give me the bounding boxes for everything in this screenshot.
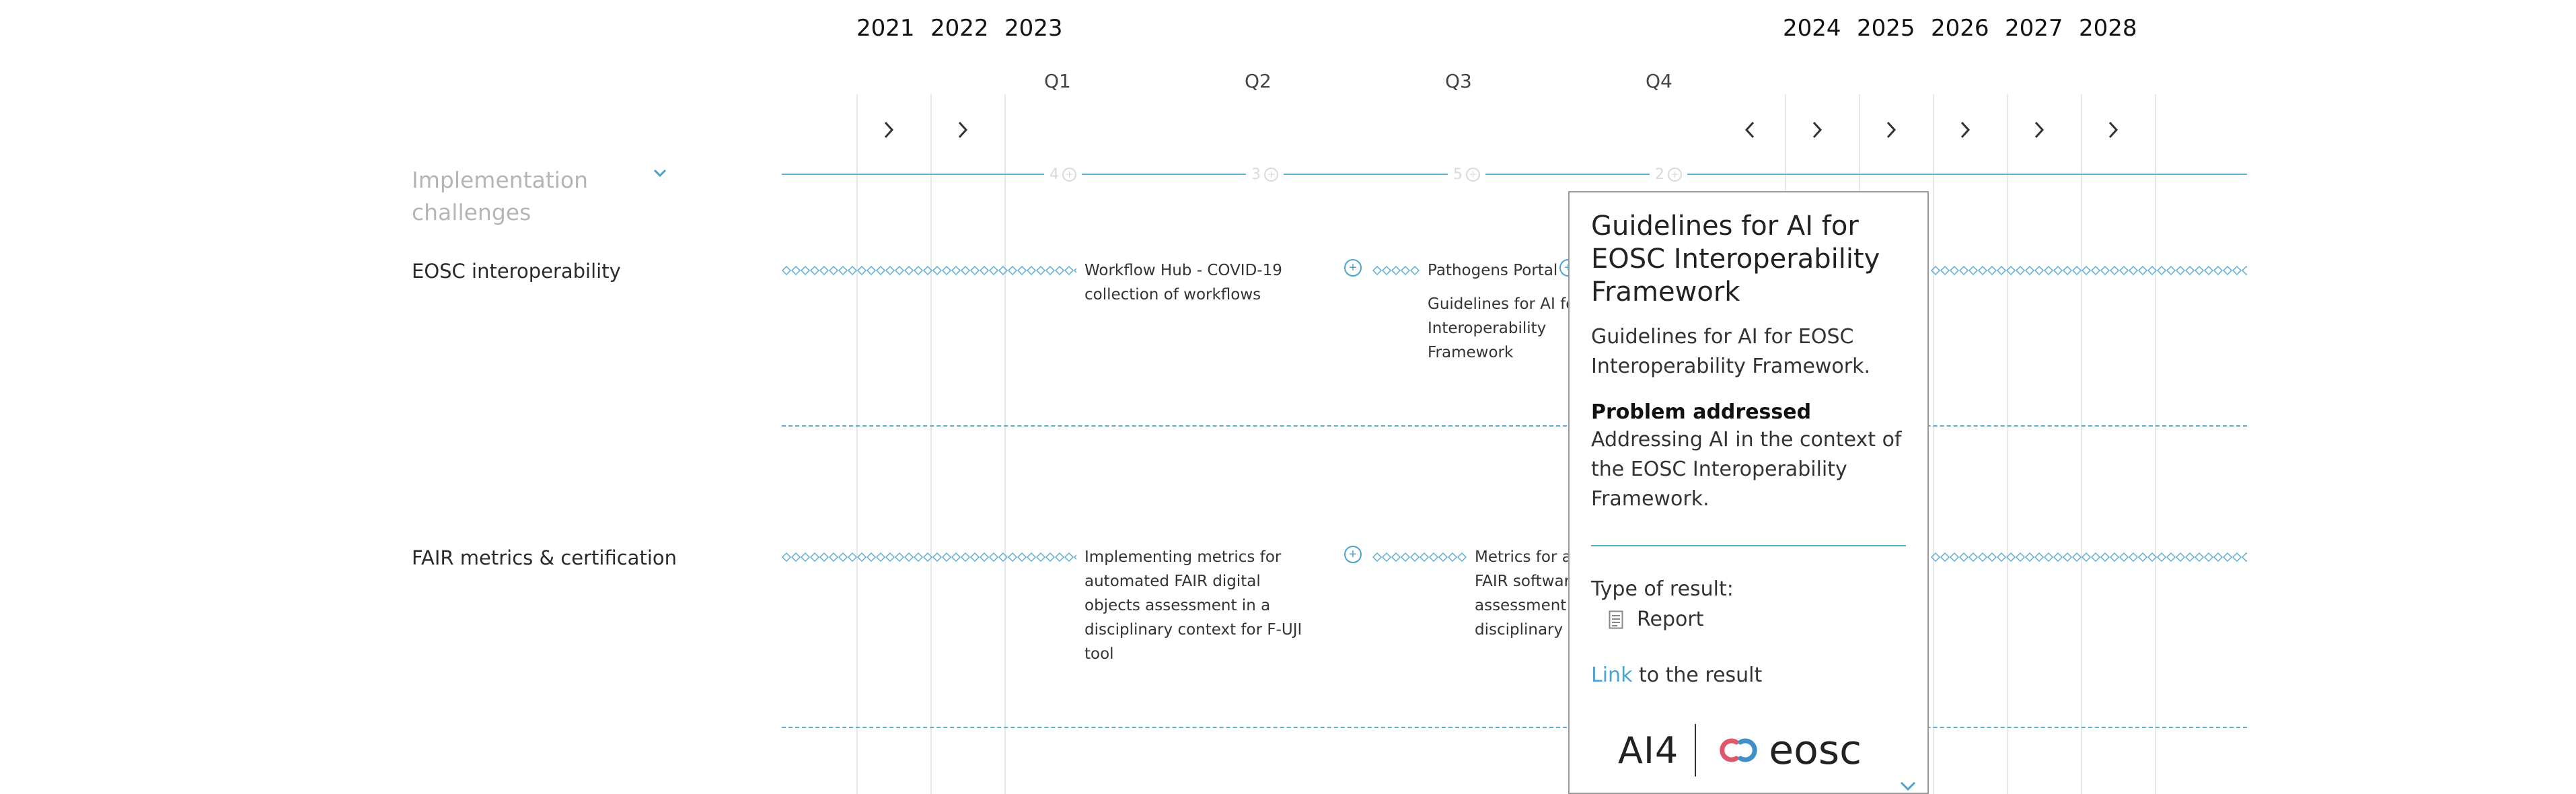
result-type-label: Type of result:	[1591, 577, 1734, 601]
timeline-entry[interactable]: Pathogens Portal	[1428, 262, 1558, 279]
chevron-down-icon	[653, 169, 667, 178]
chevron-right-icon	[2034, 121, 2045, 139]
group-marker[interactable]: 2 +	[1650, 166, 1687, 183]
problem-heading: Problem addressed	[1591, 400, 1812, 424]
row-divider	[782, 727, 2247, 728]
plus-circle-icon: +	[1264, 168, 1278, 182]
popup-title: Guidelines for AI for EOSC Interoperabil…	[1591, 211, 1880, 308]
expand-2026-button[interactable]	[1950, 114, 1981, 145]
result-link[interactable]: Link	[1591, 663, 1633, 687]
result-detail-popup: Guidelines for AI for EOSC Interoperabil…	[1568, 191, 1929, 794]
row-divider	[782, 425, 2247, 427]
year-2025: 2025	[1857, 15, 1915, 42]
duration-bar	[1372, 549, 1467, 565]
quarter-q1: Q1	[1044, 70, 1071, 92]
timeline-entry-selected[interactable]: Guidelines for AI for EOSC Interoperabil…	[1428, 295, 1629, 361]
expand-2027-button[interactable]	[2024, 114, 2055, 145]
result-type: Report	[1609, 608, 1906, 631]
chevron-right-icon	[1812, 121, 1823, 139]
popup-divider	[1591, 545, 1906, 546]
plus-circle-icon[interactable]: +	[1344, 546, 1362, 563]
row-label-eosc-interoperability: EOSC interoperability	[412, 260, 621, 283]
report-icon	[1609, 610, 1623, 628]
ai4eosc-logo: AI4 eosc	[1618, 724, 1862, 777]
duration-bar	[782, 549, 1076, 565]
chevron-right-icon	[1886, 121, 1897, 139]
grid-line	[1933, 94, 1934, 794]
expand-2028-button[interactable]	[2098, 114, 2129, 145]
grid-line	[1004, 94, 1006, 794]
row-label-fair-metrics: FAIR metrics & certification	[412, 546, 677, 569]
chevron-right-icon	[1960, 121, 1971, 139]
grid-line	[2081, 94, 2082, 794]
plus-circle-icon: +	[1668, 168, 1682, 182]
year-2022: 2022	[930, 15, 989, 42]
year-2021: 2021	[856, 15, 915, 42]
eosc-logo-mark-icon	[1720, 738, 1757, 762]
timeline-entry[interactable]: Implementing metrics for automated FAIR …	[1084, 548, 1302, 663]
duration-bar	[782, 262, 1076, 279]
marker-count: 3	[1251, 166, 1261, 183]
expand-2024-button[interactable]	[1802, 114, 1833, 145]
timeline-entry[interactable]: Workflow Hub - COVID-19 collection of wo…	[1084, 262, 1282, 303]
result-link-suffix: to the result	[1632, 663, 1763, 687]
group-line	[782, 174, 2247, 175]
result-type-value: Report	[1637, 608, 1704, 631]
popup-scroll-button[interactable]	[1899, 781, 1917, 794]
marker-count: 5	[1453, 166, 1463, 183]
chevron-right-icon	[2108, 121, 2119, 139]
grid-line	[2007, 94, 2008, 794]
duration-bar	[1931, 262, 2247, 279]
year-2028: 2028	[2079, 15, 2137, 42]
group-marker[interactable]: 4 +	[1044, 166, 1082, 183]
problem-text: Addressing AI in the context of the EOSC…	[1591, 428, 1902, 511]
marker-count: 4	[1050, 166, 1059, 183]
plus-circle-icon[interactable]: +	[1344, 259, 1362, 277]
plus-circle-icon: +	[1466, 168, 1480, 182]
quarter-q2: Q2	[1245, 70, 1272, 92]
grid-line	[2155, 94, 2156, 794]
group-marker[interactable]: 5 +	[1448, 166, 1485, 183]
popup-description: Guidelines for AI for EOSC Interoperabil…	[1591, 325, 1871, 378]
year-2023: 2023	[1004, 15, 1063, 42]
quarter-q3: Q3	[1445, 70, 1472, 92]
chevron-right-icon	[884, 121, 894, 139]
quarter-q4: Q4	[1646, 70, 1672, 92]
marker-count: 2	[1655, 166, 1664, 183]
duration-bar	[1372, 262, 1420, 279]
year-2026: 2026	[1931, 15, 1989, 42]
duration-bar	[1931, 549, 2247, 565]
logo-divider	[1695, 724, 1697, 777]
chevron-left-icon	[1744, 121, 1755, 139]
year-2027: 2027	[2005, 15, 2063, 42]
grid-line	[856, 94, 858, 794]
expand-2025-button[interactable]	[1876, 114, 1907, 145]
group-marker[interactable]: 3 +	[1246, 166, 1284, 183]
year-2024: 2024	[1783, 15, 1841, 42]
collapse-2023-button[interactable]	[1734, 114, 1765, 145]
group-toggle-button[interactable]	[653, 168, 667, 181]
expand-2021-button[interactable]	[873, 114, 904, 145]
logo-ai4-text: AI4	[1618, 729, 1679, 772]
grid-line	[930, 94, 932, 794]
plus-circle-icon: +	[1062, 168, 1076, 182]
result-link-row: Link to the result	[1591, 663, 1906, 687]
logo-eosc-text: eosc	[1769, 727, 1862, 774]
group-label: Implementation challenges	[412, 167, 589, 225]
expand-2022-button[interactable]	[947, 114, 978, 145]
chevron-down-icon	[1900, 781, 1916, 791]
chevron-right-icon	[958, 121, 968, 139]
